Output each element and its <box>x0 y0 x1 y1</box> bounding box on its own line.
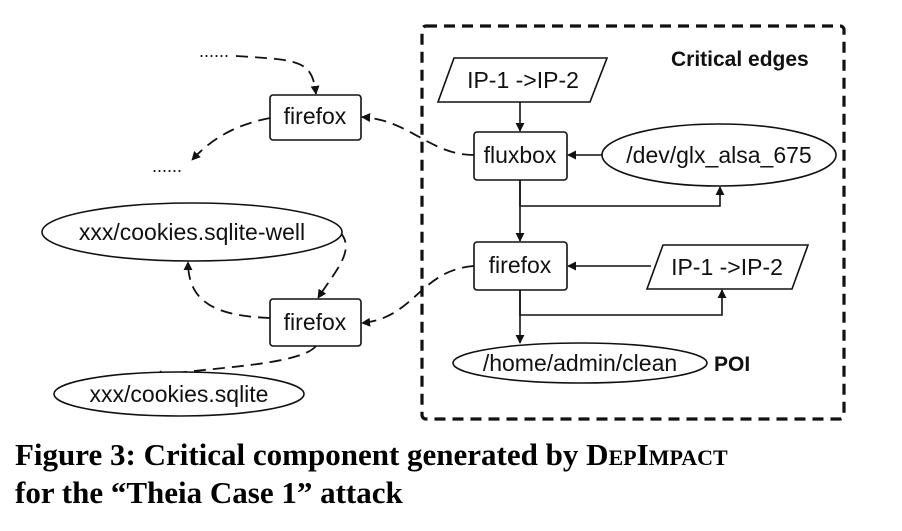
critical-edges-region <box>420 24 846 421</box>
caption-line2: for the “Theia Case 1” attack <box>15 475 403 510</box>
svg-text:/home/admin/clean: /home/admin/clean <box>483 350 677 376</box>
svg-text:IP-1 ->IP-2: IP-1 ->IP-2 <box>671 254 783 280</box>
node-home-admin-clean: /home/admin/clean <box>452 342 708 384</box>
provenance-diagram: Critical edges IP-1 ->IP-2 fluxbox /dev/… <box>41 24 846 421</box>
edge-fluxbox-to-firefox-upper <box>361 113 475 156</box>
svg-text:firefox: firefox <box>284 103 347 129</box>
caption-name-part2: Impact <box>636 437 728 472</box>
svg-text:fluxbox: fluxbox <box>484 142 557 168</box>
caption-line1-prefix: Figure 3: Critical component generated b… <box>15 437 587 472</box>
edge-firefox-mid-to-ip-mid <box>519 289 727 316</box>
poi-label: POI <box>714 353 750 376</box>
ellipsis-left: ...... <box>152 156 182 176</box>
node-fluxbox: fluxbox <box>473 131 568 181</box>
node-glx-alsa: /dev/glx_alsa_675 <box>601 123 837 187</box>
node-firefox-mid: firefox <box>473 241 568 291</box>
edge-firefox-mid-to-firefox-lower <box>361 265 475 327</box>
edge-firefox-lower-to-cookies-well <box>183 261 271 319</box>
svg-text:/dev/glx_alsa_675: /dev/glx_alsa_675 <box>626 142 811 168</box>
svg-text:xxx/cookies.sqlite: xxx/cookies.sqlite <box>90 381 269 407</box>
edge-firefox-upper-to-dots <box>191 117 271 161</box>
node-cookies-sqlite-well: xxx/cookies.sqlite-well <box>41 202 343 262</box>
node-ip-mid: IP-1 ->IP-2 <box>645 244 810 290</box>
node-ip-top: IP-1 ->IP-2 <box>436 57 609 103</box>
svg-text:firefox: firefox <box>489 252 552 278</box>
svg-text:IP-1 ->IP-2: IP-1 ->IP-2 <box>467 67 579 93</box>
node-cookies-sqlite: xxx/cookies.sqlite <box>53 371 305 417</box>
edge-dots-to-firefox-upper <box>235 55 320 95</box>
critical-edges-label: Critical edges <box>671 48 809 71</box>
caption-name-part1: Dep <box>586 437 637 472</box>
svg-text:firefox: firefox <box>284 309 347 335</box>
figure-caption: Figure 3: Critical component generated b… <box>15 436 895 512</box>
svg-text:xxx/cookies.sqlite-well: xxx/cookies.sqlite-well <box>79 219 305 245</box>
edge-cookies-well-to-firefox-lower <box>317 231 347 299</box>
node-firefox-lower-left: firefox <box>269 298 362 347</box>
ellipsis-top: ...... <box>199 41 229 61</box>
node-firefox-upper-left: firefox <box>269 94 362 141</box>
edge-firefox-lower-to-cookies <box>153 345 317 380</box>
